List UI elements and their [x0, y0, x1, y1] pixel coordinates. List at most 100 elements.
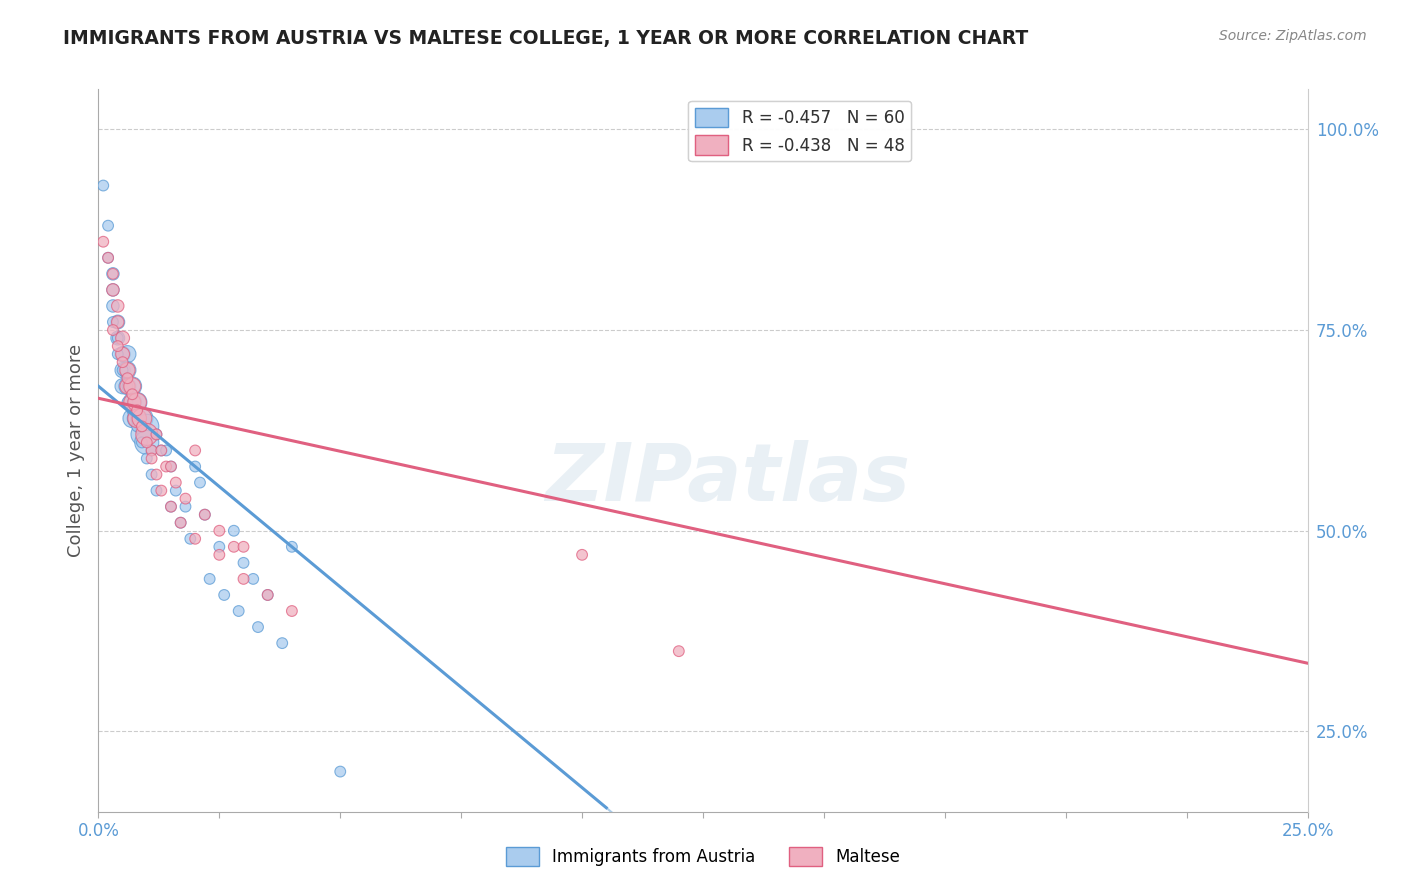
Point	[127, 419, 149, 434]
Point	[174, 500, 197, 514]
Point	[101, 315, 124, 329]
Point	[141, 443, 163, 458]
Point	[135, 435, 157, 450]
Point	[117, 363, 139, 377]
Y-axis label: College, 1 year or more: College, 1 year or more	[66, 344, 84, 557]
Point	[141, 443, 163, 458]
Point	[117, 379, 139, 393]
Point	[165, 483, 187, 498]
Point	[101, 267, 124, 281]
Point	[184, 532, 207, 546]
Point	[131, 411, 153, 425]
Point	[127, 395, 149, 409]
Point	[117, 347, 139, 361]
Point	[117, 395, 139, 409]
Point	[145, 467, 167, 482]
Point	[127, 411, 149, 425]
Point	[160, 459, 183, 474]
Point	[232, 540, 254, 554]
Point	[194, 508, 217, 522]
Point	[91, 235, 114, 249]
Point	[329, 764, 352, 779]
Point	[121, 387, 143, 401]
Point	[111, 347, 134, 361]
Point	[121, 403, 143, 417]
Point	[256, 588, 278, 602]
Point	[160, 459, 183, 474]
Point	[232, 556, 254, 570]
Point	[271, 636, 294, 650]
Point	[111, 355, 134, 369]
Legend: R = -0.457   N = 60, R = -0.438   N = 48: R = -0.457 N = 60, R = -0.438 N = 48	[689, 101, 911, 161]
Point	[145, 483, 167, 498]
Point	[281, 540, 304, 554]
Point	[101, 283, 124, 297]
Point	[97, 251, 120, 265]
Point	[232, 572, 254, 586]
Text: IMMIGRANTS FROM AUSTRIA VS MALTESE COLLEGE, 1 YEAR OR MORE CORRELATION CHART: IMMIGRANTS FROM AUSTRIA VS MALTESE COLLE…	[63, 29, 1029, 47]
Point	[107, 315, 129, 329]
Point	[135, 451, 157, 466]
Point	[150, 483, 173, 498]
Point	[222, 540, 245, 554]
Point	[127, 403, 149, 417]
Point	[101, 267, 124, 281]
Point	[131, 427, 153, 442]
Point	[169, 516, 191, 530]
Point	[91, 178, 114, 193]
Point	[131, 419, 153, 434]
Point	[111, 331, 134, 345]
Point	[165, 475, 187, 490]
Point	[111, 347, 134, 361]
Point	[150, 443, 173, 458]
Point	[107, 339, 129, 353]
Point	[179, 532, 201, 546]
Point	[117, 371, 139, 385]
Point	[160, 500, 183, 514]
Point	[107, 331, 129, 345]
Point	[242, 572, 264, 586]
Point	[117, 379, 139, 393]
Point	[212, 588, 235, 602]
Point	[121, 395, 143, 409]
Legend: Immigrants from Austria, Maltese: Immigrants from Austria, Maltese	[499, 840, 907, 873]
Point	[131, 435, 153, 450]
Point	[169, 516, 191, 530]
Point	[121, 379, 143, 393]
Point	[208, 524, 231, 538]
Point	[571, 548, 593, 562]
Point	[155, 443, 177, 458]
Point	[97, 251, 120, 265]
Point	[107, 331, 129, 345]
Point	[117, 363, 139, 377]
Point	[135, 427, 157, 442]
Point	[107, 315, 129, 329]
Text: ZIPatlas: ZIPatlas	[544, 441, 910, 518]
Point	[127, 395, 149, 409]
Point	[668, 644, 690, 658]
Point	[101, 283, 124, 297]
Point	[111, 379, 134, 393]
Point	[194, 508, 217, 522]
Point	[121, 379, 143, 393]
Point	[135, 435, 157, 450]
Point	[247, 620, 270, 634]
Point	[188, 475, 211, 490]
Point	[155, 459, 177, 474]
Point	[208, 540, 231, 554]
Point	[111, 363, 134, 377]
Point	[107, 299, 129, 313]
Point	[160, 500, 183, 514]
Point	[111, 363, 134, 377]
Point	[184, 459, 207, 474]
Point	[121, 411, 143, 425]
Point	[131, 411, 153, 425]
Point	[174, 491, 197, 506]
Point	[228, 604, 250, 618]
Point	[150, 443, 173, 458]
Point	[141, 451, 163, 466]
Point	[97, 219, 120, 233]
Point	[127, 411, 149, 425]
Point	[141, 467, 163, 482]
Point	[101, 323, 124, 337]
